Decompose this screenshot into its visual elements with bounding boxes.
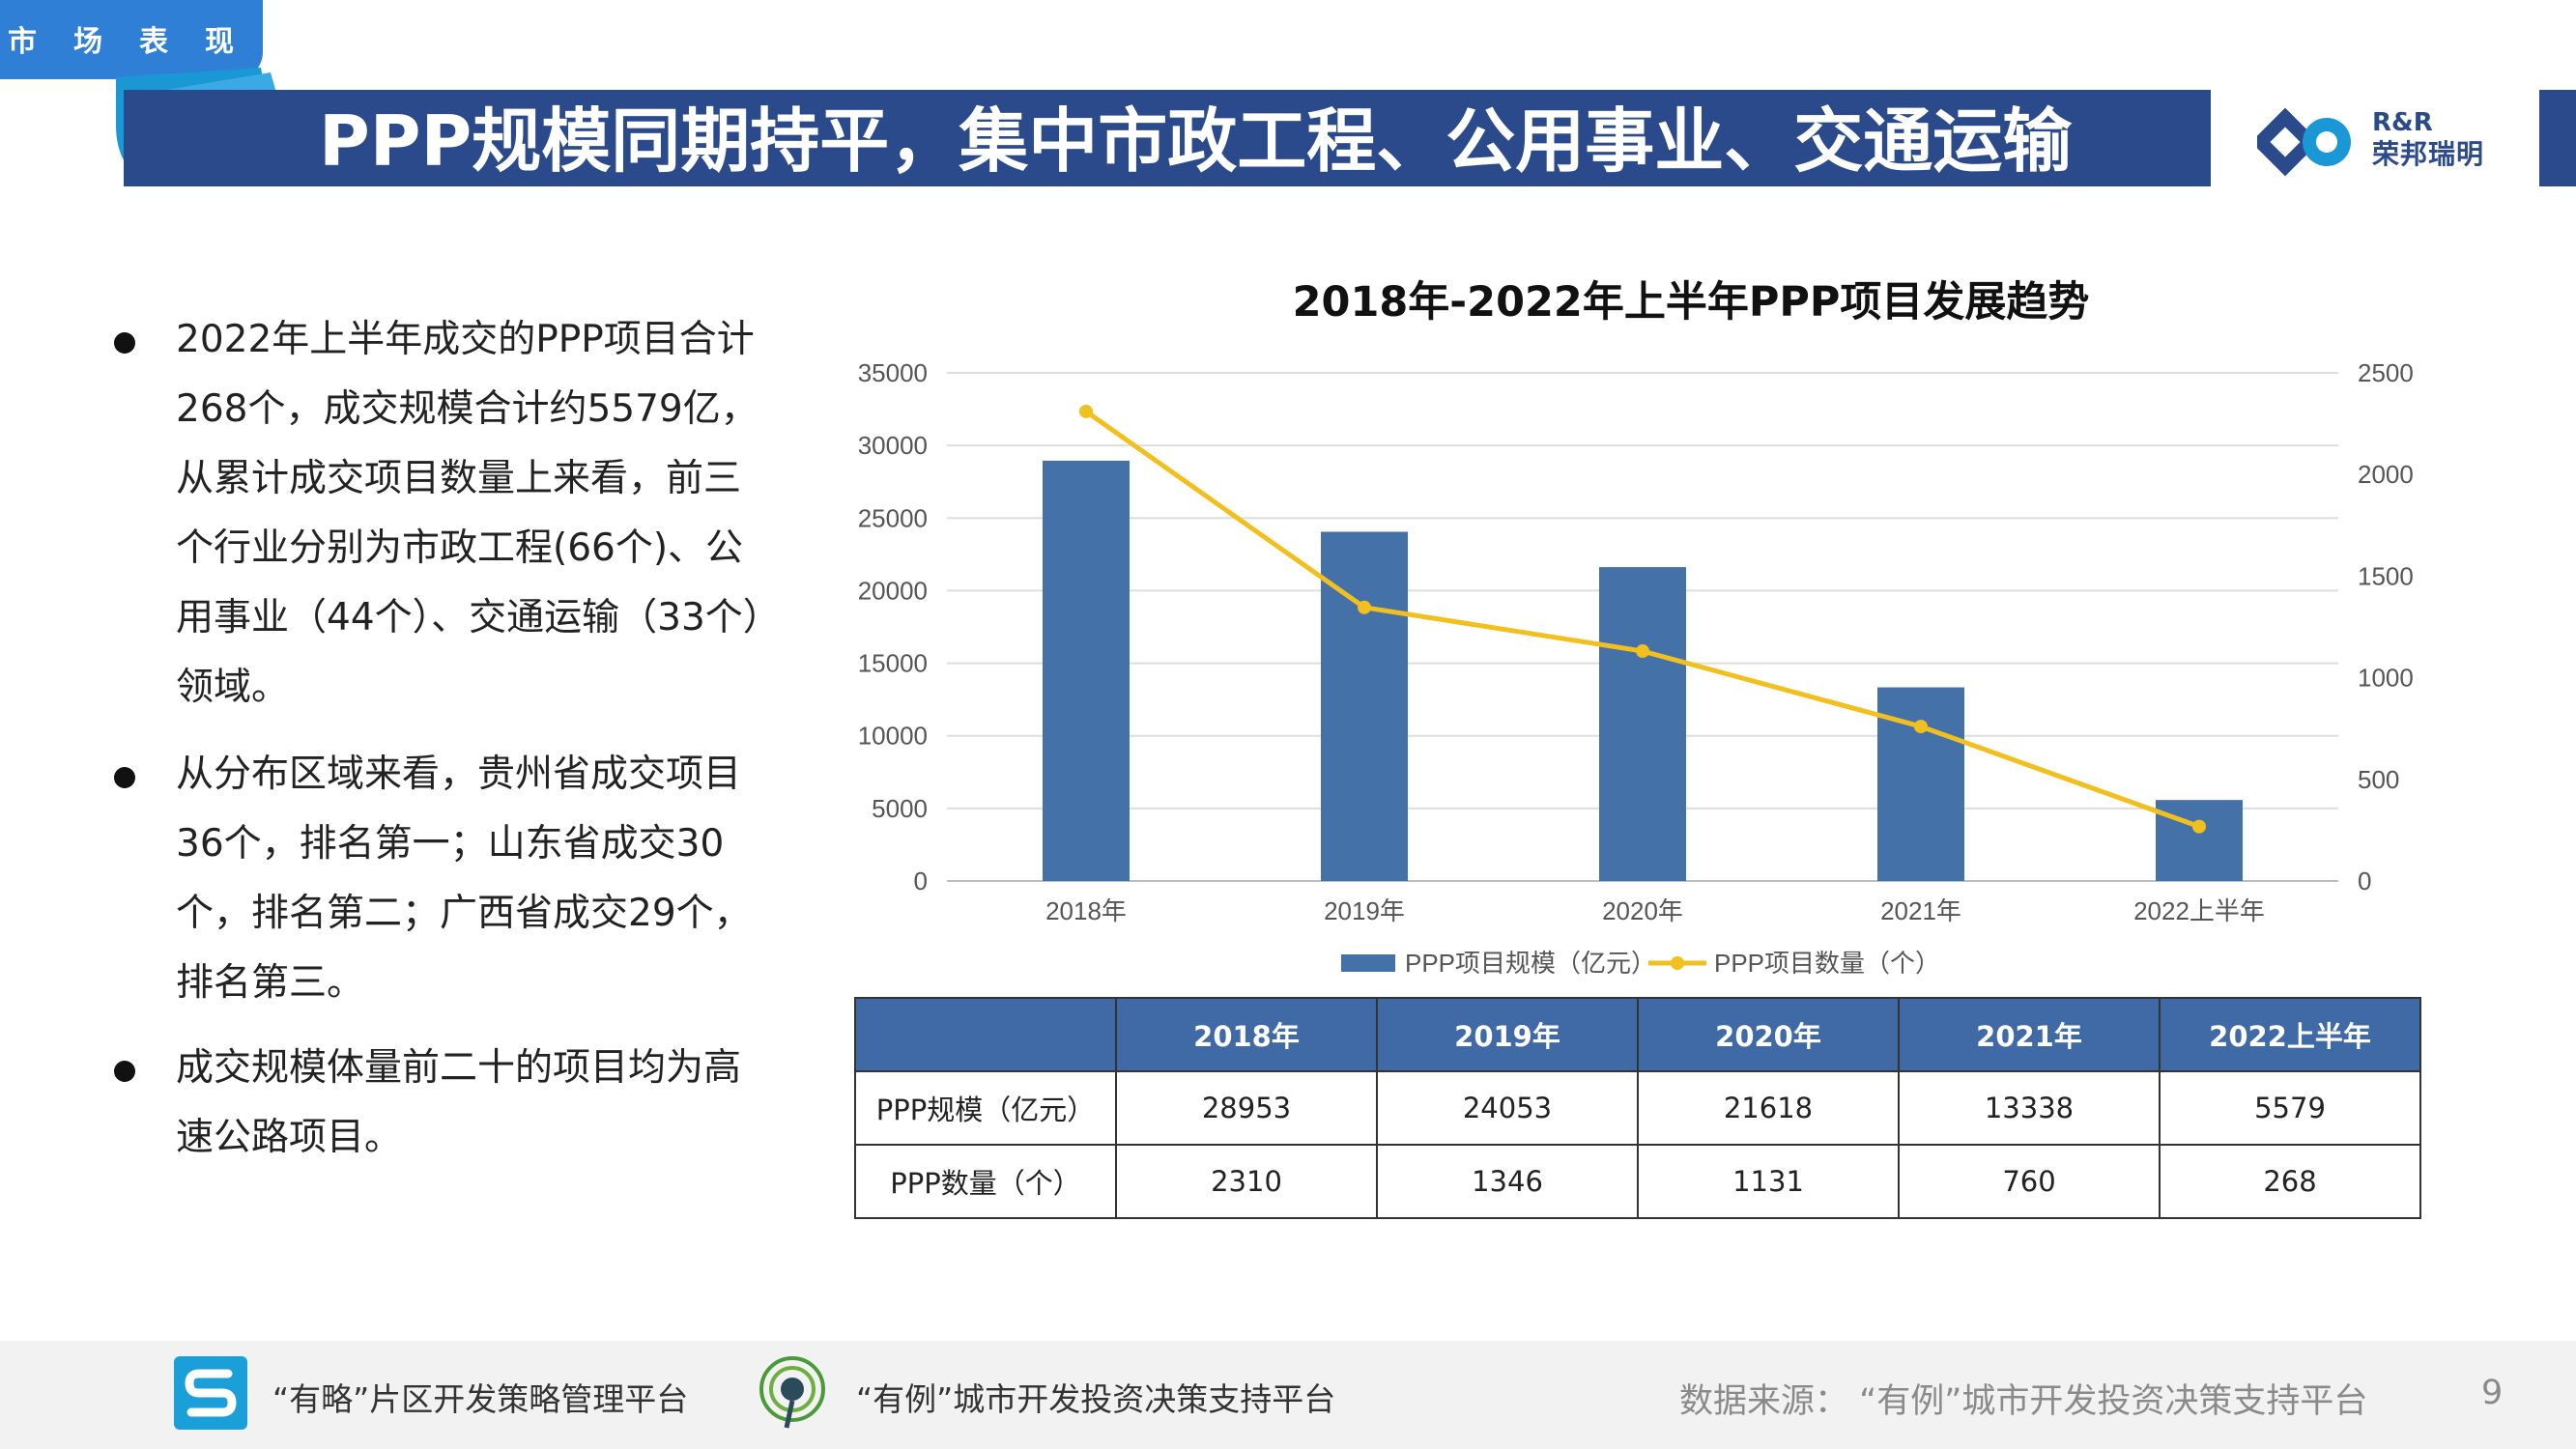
logo-text-top: R&R — [2372, 108, 2433, 137]
table-cell: 5579 — [2159, 1070, 2421, 1146]
footer-source: 数据来源： “有例”城市开发投资决策支持平台 — [1679, 1382, 2368, 1421]
bullet-dot-icon — [114, 332, 135, 354]
bar — [1599, 567, 1686, 881]
x-tick-label: 2021年 — [1880, 896, 1961, 925]
y-right-tick-label: 2000 — [2358, 460, 2414, 489]
y-left-tick-label: 5000 — [872, 794, 928, 823]
logo-text-bottom: 荣邦瑞明 — [2372, 138, 2485, 170]
y-right-tick-label: 500 — [2358, 765, 2399, 794]
data-table: 2018年 2019年 2020年 2021年 2022上半年 PPP规模（亿元… — [854, 997, 2421, 1219]
page-number: 9 — [2481, 1374, 2504, 1412]
y-right-tick-label: 1000 — [2358, 664, 2414, 693]
table-header-cell — [854, 997, 1117, 1072]
line-point — [1358, 600, 1371, 614]
table-cell: PPP数量（个） — [854, 1144, 1117, 1219]
youli-platform-logo-icon — [759, 1356, 825, 1429]
legend-label-bar: PPP项目规模（亿元） — [1405, 949, 1656, 978]
combo-chart: 0 5000 10000 15000 20000 25000 30000 35000 0 500 1… — [858, 358, 2414, 978]
y-left-tick-label: 30000 — [858, 431, 928, 460]
table-header-cell: 2018年 — [1115, 997, 1378, 1072]
table-cell: 13338 — [1898, 1070, 2161, 1146]
title-bar-right-edge — [2539, 90, 2576, 186]
table-header-row: 2018年 2019年 2020年 2021年 2022上半年 — [854, 997, 2421, 1072]
y-right-tick-label: 2500 — [2358, 358, 2414, 387]
bullet-text-2: 从分布区域来看，贵州省成交项目36个，排名第一；山东省成交30个，排名第二；广西… — [176, 753, 752, 1005]
table-cell: 268 — [2159, 1144, 2421, 1219]
line-point — [1914, 720, 1928, 734]
y-right-tick-label: 1500 — [2358, 561, 2414, 590]
table-header-cell: 2020年 — [1637, 997, 1900, 1072]
chart-title: 2018年-2022年上半年PPP项目发展趋势 — [1292, 278, 2090, 327]
line-point — [1636, 644, 1649, 659]
bullet-item-3: 成交规模体量前二十的项目均为高速公路项目。 — [114, 1034, 771, 1173]
footer-platform-2: “有例”城市开发投资决策支持平台 — [856, 1380, 1336, 1418]
table-cell: 1131 — [1637, 1144, 1900, 1219]
table-header-cell: 2021年 — [1898, 997, 2161, 1072]
line-point — [1079, 404, 1093, 418]
bar — [2156, 800, 2243, 881]
legend-label-line: PPP项目数量（个） — [1714, 949, 1940, 978]
youlue-platform-logo-icon — [174, 1356, 247, 1430]
x-tick-label: 2018年 — [1045, 896, 1127, 925]
line-point — [2192, 819, 2206, 834]
table-cell: 24053 — [1376, 1070, 1639, 1146]
table-cell: PPP规模（亿元） — [854, 1070, 1117, 1146]
table-cell: 1346 — [1376, 1144, 1639, 1219]
footer-platform-1: “有略”片区开发策略管理平台 — [272, 1380, 689, 1418]
table-cell: 28953 — [1115, 1070, 1378, 1146]
x-tick-label: 2022上半年 — [2133, 896, 2265, 925]
y-left-tick-label: 25000 — [858, 503, 928, 532]
x-tick-label: 2019年 — [1324, 896, 1405, 925]
table-cell: 21618 — [1637, 1070, 1900, 1146]
table-header-cell: 2019年 — [1376, 997, 1639, 1072]
bullet-text-1: 2022年上半年成交的PPP项目合计268个，成交规模合计约5579亿，从累计成… — [176, 318, 762, 709]
footer — [0, 1341, 2576, 1449]
y-left-tick-label: 0 — [914, 867, 928, 895]
section-tab: 市场表现 — [0, 0, 263, 79]
legend-bar-swatch — [1341, 954, 1395, 972]
title-bar — [124, 90, 2211, 186]
bar — [1043, 460, 1130, 881]
section-label: 市场表现 — [8, 25, 271, 59]
legend-line-marker — [1671, 956, 1684, 970]
y-left-tick-label: 10000 — [858, 722, 928, 751]
bar — [1321, 531, 1408, 881]
bullet-dot-icon — [114, 767, 135, 788]
bullet-text-3: 成交规模体量前二十的项目均为高速公路项目。 — [176, 1046, 742, 1159]
bullet-dot-icon — [114, 1061, 135, 1082]
table-cell: 2310 — [1115, 1144, 1378, 1219]
table-cell: 760 — [1898, 1144, 2161, 1219]
y-left-tick-label: 35000 — [858, 358, 928, 387]
bullet-item-1: 2022年上半年成交的PPP项目合计268个，成交规模合计约5579亿，从累计成… — [114, 305, 771, 723]
x-tick-label: 2020年 — [1602, 896, 1683, 925]
y-right-tick-label: 0 — [2358, 867, 2371, 895]
table-header-cell: 2022上半年 — [2159, 997, 2421, 1072]
table-row: PPP规模（亿元） 28953 24053 21618 13338 5579 — [854, 1070, 2421, 1146]
bullet-item-2: 从分布区域来看，贵州省成交项目36个，排名第一；山东省成交30个，排名第二；广西… — [114, 740, 771, 1018]
company-logo-icon — [2257, 107, 2351, 177]
y-left-tick-label: 20000 — [858, 576, 928, 605]
y-left-tick-label: 15000 — [858, 649, 928, 678]
page-title: PPP规模同期持平，集中市政工程、公用事业、交通运输 — [319, 100, 2073, 182]
table-row: PPP数量（个） 2310 1346 1131 760 268 — [854, 1144, 2421, 1219]
